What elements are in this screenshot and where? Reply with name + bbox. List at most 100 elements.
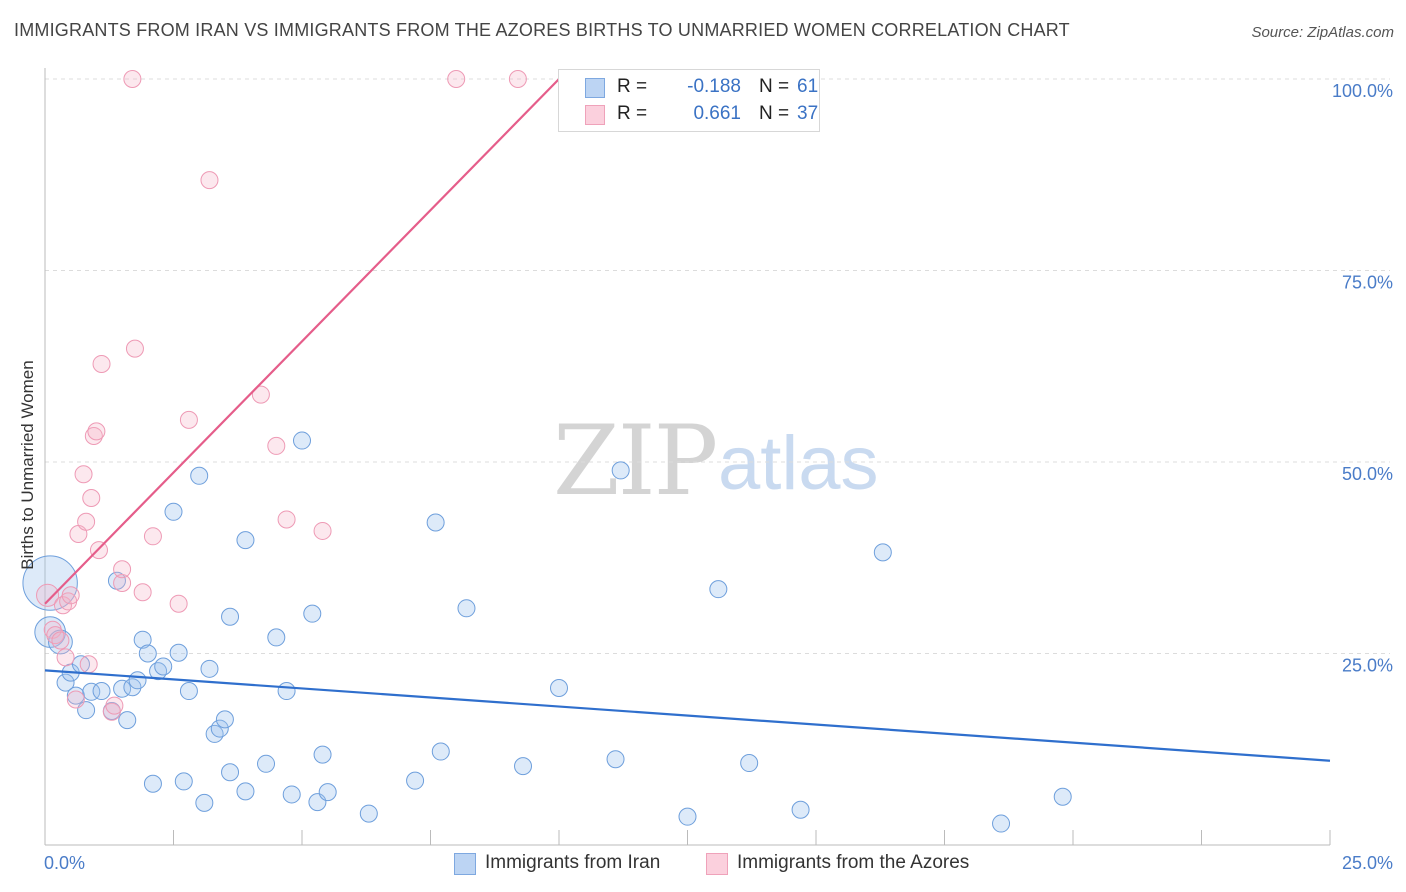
iran-point bbox=[154, 657, 173, 676]
iran-point bbox=[210, 719, 229, 738]
azores-point bbox=[79, 655, 98, 674]
bottom-iran-swatch bbox=[454, 853, 476, 875]
azores-point bbox=[143, 527, 162, 546]
azores-point bbox=[508, 70, 527, 88]
azores-point bbox=[105, 696, 124, 715]
y-tick-label: 100.0% bbox=[1332, 81, 1393, 101]
iran-swatch bbox=[585, 78, 605, 98]
azores-point bbox=[113, 560, 132, 579]
azores-point bbox=[447, 70, 466, 88]
azores-point bbox=[179, 410, 198, 429]
y-axis-label: Births to Unmarried Women bbox=[18, 360, 37, 570]
source-label: Source: ZipAtlas.com bbox=[1251, 24, 1394, 41]
iran-point bbox=[992, 814, 1011, 833]
iran-point bbox=[92, 682, 111, 701]
azores-point bbox=[82, 489, 101, 508]
stats-legend: R = -0.188 N = 61 R = 0.661 N = 37 bbox=[558, 69, 820, 132]
iran-point bbox=[359, 804, 378, 823]
azores-point bbox=[36, 583, 60, 607]
watermark-atlas: atlas bbox=[718, 421, 879, 506]
azores-point bbox=[267, 436, 286, 455]
iran-point bbox=[611, 461, 630, 480]
azores-point bbox=[133, 583, 152, 602]
bottom-azores-label: Immigrants from the Azores bbox=[737, 852, 970, 873]
y-tick-label: 50.0% bbox=[1342, 464, 1393, 484]
iran-point bbox=[66, 686, 85, 705]
iran-point bbox=[221, 607, 240, 626]
iran-point bbox=[174, 772, 193, 791]
iran-r-value: -0.188 bbox=[687, 76, 741, 97]
iran-point bbox=[56, 673, 75, 692]
iran-point bbox=[179, 682, 198, 701]
iran-point bbox=[406, 771, 425, 790]
iran-point bbox=[550, 678, 568, 697]
iran-point bbox=[138, 644, 157, 663]
iran-point bbox=[606, 750, 625, 769]
azores-swatch bbox=[585, 105, 605, 125]
azores-point bbox=[169, 594, 188, 613]
watermark-zip: ZIP bbox=[553, 405, 718, 517]
iran-point bbox=[431, 742, 450, 761]
iran-point bbox=[169, 643, 188, 662]
azores-point bbox=[87, 422, 106, 441]
azores-n-value: 37 bbox=[797, 103, 819, 124]
x-tick-label: 25.0% bbox=[1342, 853, 1393, 873]
azores-point bbox=[46, 626, 65, 645]
azores-point bbox=[251, 385, 270, 404]
iran-point bbox=[1053, 787, 1072, 806]
iran-point bbox=[791, 800, 810, 819]
azores-point bbox=[92, 354, 111, 373]
azores-r-label: R = bbox=[617, 103, 648, 124]
azores-r-value: 0.661 bbox=[693, 103, 741, 124]
iran-point bbox=[128, 671, 147, 690]
iran-point bbox=[709, 580, 728, 599]
chart-title: IMMIGRANTS FROM IRAN VS IMMIGRANTS FROM … bbox=[14, 20, 1070, 40]
iran-point bbox=[143, 774, 162, 793]
iran-point bbox=[221, 763, 240, 782]
iran-point bbox=[200, 659, 219, 678]
iran-point bbox=[133, 630, 152, 649]
x-tick-label: 0.0% bbox=[44, 853, 85, 873]
azores-point bbox=[200, 171, 219, 190]
iran-point bbox=[118, 711, 137, 730]
azores-point bbox=[51, 631, 70, 650]
azores-point bbox=[77, 512, 96, 531]
iran-point bbox=[236, 531, 255, 550]
iran-point bbox=[678, 807, 697, 826]
iran-point bbox=[457, 599, 476, 618]
iran-n-value: 61 bbox=[797, 76, 819, 97]
iran-point bbox=[514, 757, 533, 776]
iran-point bbox=[426, 513, 445, 532]
azores-point bbox=[113, 574, 132, 593]
iran-point bbox=[195, 793, 214, 812]
iran-point bbox=[257, 754, 276, 773]
iran-point bbox=[740, 754, 759, 773]
iran-point bbox=[313, 745, 332, 764]
y-tick-label: 25.0% bbox=[1342, 656, 1393, 676]
azores-point bbox=[84, 426, 103, 445]
azores-point bbox=[277, 510, 296, 529]
iran-point bbox=[303, 604, 322, 623]
iran-point bbox=[82, 682, 101, 701]
iran-trend-line bbox=[44, 669, 1331, 762]
iran-point bbox=[215, 710, 234, 729]
azores-trend-line bbox=[44, 78, 560, 605]
iran-point bbox=[205, 724, 224, 743]
iran-point bbox=[190, 466, 209, 485]
iran-n-label: N = bbox=[759, 76, 790, 97]
azores-point bbox=[56, 648, 75, 667]
iran-point bbox=[164, 502, 183, 521]
azores-point bbox=[66, 690, 85, 709]
iran-point bbox=[293, 431, 311, 450]
iran-point bbox=[873, 543, 892, 562]
azores-point bbox=[313, 521, 332, 540]
azores-point bbox=[61, 586, 80, 605]
iran-r-label: R = bbox=[617, 76, 648, 97]
iran-point bbox=[282, 785, 301, 804]
azores-n-label: N = bbox=[759, 103, 790, 124]
iran-point bbox=[236, 782, 255, 801]
iran-point bbox=[318, 783, 337, 802]
y-tick-label: 75.0% bbox=[1342, 273, 1393, 293]
bottom-iran-label: Immigrants from Iran bbox=[485, 852, 661, 873]
